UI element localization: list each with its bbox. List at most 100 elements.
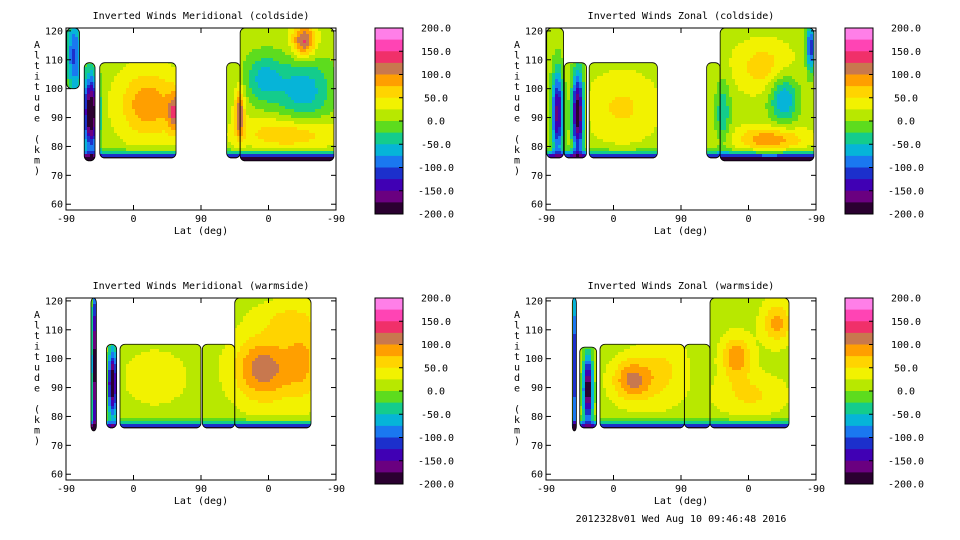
y-tick-label: 70: [51, 441, 63, 452]
x-tick-label: 90: [195, 214, 207, 225]
contour-block: [106, 343, 118, 429]
y-tick-label: 60: [51, 200, 63, 211]
x-tick-label: 0: [610, 484, 616, 495]
colorbar-swatch: [375, 62, 403, 75]
colorbar-swatch: [845, 62, 873, 75]
x-tick-label: 0: [265, 484, 271, 495]
colorbar-swatch: [845, 74, 873, 87]
x-tick-label: 0: [130, 484, 136, 495]
colorbar-label: -50.0: [421, 410, 451, 421]
chart-title: Inverted Winds Meridional (warmside): [93, 281, 310, 292]
colorbar-swatch: [845, 425, 873, 438]
colorbar-swatch: [845, 391, 873, 404]
colorbar-label: 0.0: [897, 117, 915, 128]
y-tick-label: 110: [45, 325, 63, 336]
contour-block: [99, 62, 177, 159]
chart-panel: Inverted Winds Zonal (warmside) -90 0 90 0 -9…: [514, 281, 924, 507]
colorbar-swatch: [375, 356, 403, 369]
colorbar-swatch: [845, 155, 873, 168]
colorbar-swatch: [375, 190, 403, 203]
contour-block: [563, 62, 587, 159]
colorbar-swatch: [375, 367, 403, 380]
y-tick-label: 90: [51, 113, 63, 124]
colorbar-label: 150.0: [421, 47, 451, 58]
colorbar-swatch: [845, 437, 873, 450]
colorbar-swatch: [375, 309, 403, 322]
x-tick-label: 0: [265, 214, 271, 225]
y-tick-label: 90: [531, 383, 543, 394]
y-tick-label: 80: [531, 412, 543, 423]
colorbar-swatch: [375, 179, 403, 192]
colorbar-label: -150.0: [418, 186, 454, 197]
colorbar-label: 200.0: [421, 294, 451, 305]
contour-block: [588, 62, 658, 159]
colorbar-swatch: [845, 332, 873, 345]
y-tick-label: 70: [51, 171, 63, 182]
chart-panel: Inverted Winds Meridional (coldside) -90 0…: [34, 11, 454, 237]
colorbar-swatch: [375, 472, 403, 485]
colorbar-swatch: [845, 28, 873, 41]
colorbar-swatch: [845, 109, 873, 122]
colorbar-label: -200.0: [888, 480, 924, 491]
colorbar-swatch: [845, 202, 873, 215]
colorbar-label: 100.0: [421, 70, 451, 81]
y-tick-label: 100: [525, 354, 543, 365]
colorbar-label: -100.0: [418, 163, 454, 174]
colorbar-swatch: [845, 167, 873, 180]
colorbar-swatch: [845, 298, 873, 311]
colorbar-swatch: [845, 414, 873, 427]
colorbar-swatch: [375, 97, 403, 110]
colorbar-swatch: [375, 460, 403, 473]
y-tick-label: 100: [45, 354, 63, 365]
y-tick-label: 100: [45, 84, 63, 95]
y-tick-label: 70: [531, 441, 543, 452]
colorbar-label: -150.0: [888, 456, 924, 467]
y-tick-label: 120: [45, 26, 63, 37]
y-tick-label: 60: [531, 470, 543, 481]
colorbar-swatch: [375, 121, 403, 134]
colorbar-label: 100.0: [891, 70, 921, 81]
colorbar-label: 50.0: [894, 363, 918, 374]
colorbar-swatch: [845, 402, 873, 415]
colorbar-swatch: [845, 472, 873, 485]
x-tick-label: 90: [195, 484, 207, 495]
colorbar-label: -100.0: [888, 433, 924, 444]
colorbar-swatch: [375, 167, 403, 180]
colorbar-swatch: [845, 132, 873, 145]
colorbar-swatch: [845, 144, 873, 157]
colorbar-swatch: [845, 379, 873, 392]
x-axis-label: Lat (deg): [174, 496, 228, 507]
y-tick-label: 120: [525, 296, 543, 307]
colorbar-swatch: [375, 28, 403, 41]
colorbar-label: -50.0: [891, 140, 921, 151]
y-tick-label: 70: [531, 171, 543, 182]
colorbar-swatch: [375, 344, 403, 357]
colorbar-swatch: [845, 344, 873, 357]
colorbar-label: 50.0: [894, 93, 918, 104]
y-tick-label: 120: [525, 26, 543, 37]
colorbar-label: 150.0: [421, 317, 451, 328]
colorbar-swatch: [375, 391, 403, 404]
y-tick-label: 110: [45, 55, 63, 66]
y-tick-label: 100: [525, 84, 543, 95]
y-tick-label: 90: [531, 113, 543, 124]
x-axis-label: Lat (deg): [654, 496, 708, 507]
y-tick-label: 60: [531, 200, 543, 211]
colorbar-swatch: [375, 298, 403, 311]
footer-timestamp: 2012328v01 Wed Aug 10 09:46:48 2016: [546, 514, 816, 525]
y-tick-label: 110: [525, 55, 543, 66]
x-tick-label: -90: [807, 214, 825, 225]
chart-title: Inverted Winds Zonal (warmside): [588, 281, 775, 292]
colorbar-label: 100.0: [891, 340, 921, 351]
y-tick-label: 60: [51, 470, 63, 481]
x-tick-label: -90: [57, 214, 75, 225]
colorbar-swatch: [375, 437, 403, 450]
y-tick-label: 120: [45, 296, 63, 307]
colorbar-swatch: [845, 86, 873, 99]
x-tick-label: -90: [327, 484, 345, 495]
colorbar-label: 0.0: [427, 387, 445, 398]
colorbar-swatch: [845, 179, 873, 192]
